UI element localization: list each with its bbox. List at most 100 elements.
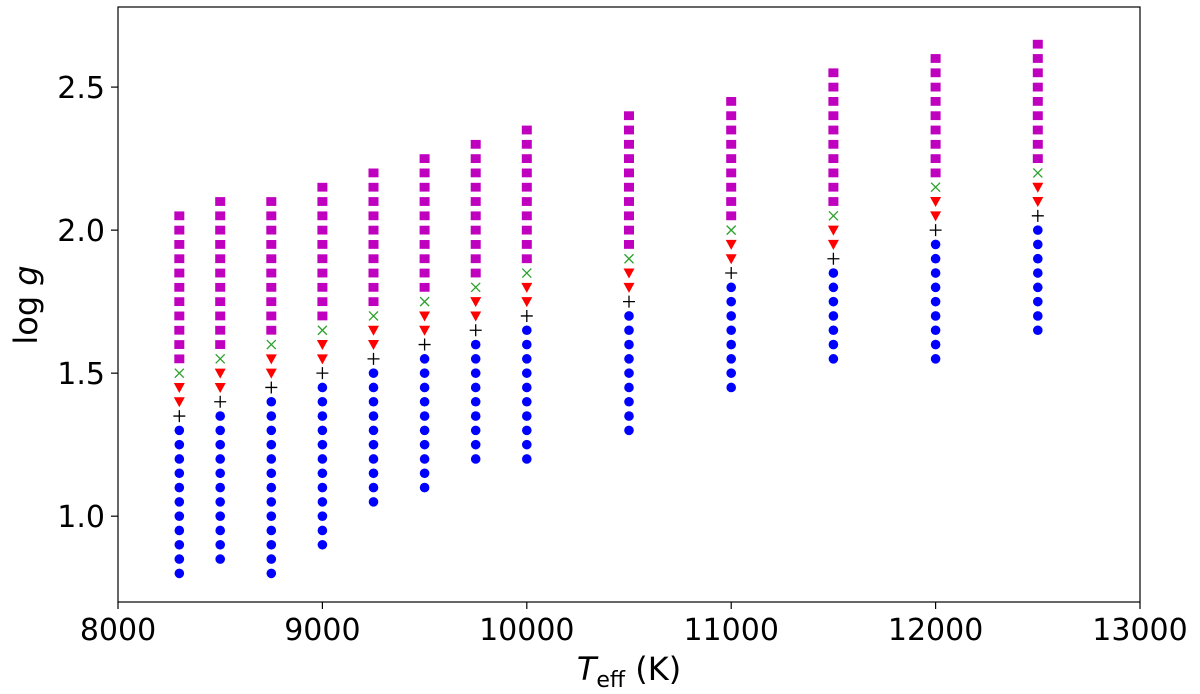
triangle-point: [623, 268, 635, 279]
circle-point: [419, 454, 430, 464]
circle-point: [317, 539, 328, 550]
circle-point: [470, 396, 481, 407]
square-point: [368, 197, 379, 206]
circle-point: [726, 382, 736, 393]
square-point: [266, 225, 277, 235]
square-point: [726, 182, 737, 192]
square-point: [1032, 139, 1043, 149]
square-point: [419, 154, 430, 164]
square-point: [470, 197, 481, 206]
y-tick-label: 2.5: [57, 71, 105, 106]
triangle-point: [173, 382, 185, 393]
circle-point: [930, 311, 941, 321]
cross-point: [828, 210, 839, 221]
square-point: [368, 182, 379, 192]
square-point: [521, 211, 532, 221]
circle-point: [1033, 239, 1043, 250]
square-point: [266, 282, 277, 292]
square-point: [317, 240, 328, 249]
circle-point: [368, 411, 379, 421]
plus-point: [173, 410, 186, 423]
circle-point: [1033, 282, 1043, 293]
square-point: [828, 154, 839, 164]
square-point: [470, 254, 481, 264]
circle-point: [726, 325, 736, 336]
square-point: [419, 182, 430, 192]
circle-point: [470, 439, 481, 450]
circle-point: [522, 411, 532, 421]
plus-point: [929, 224, 942, 237]
square-point: [174, 268, 185, 278]
circle-point: [174, 554, 185, 564]
circle-point: [419, 354, 430, 364]
square-point: [1032, 154, 1043, 164]
circle-point: [174, 454, 185, 464]
triangle-point: [521, 297, 533, 308]
circle-point: [174, 525, 185, 536]
square-point: [470, 154, 481, 164]
y-axis-label: log g: [7, 265, 45, 344]
x-axis-label-main: T: [577, 650, 599, 688]
circle-point: [368, 497, 379, 507]
x-axis-label-unit: (K): [625, 650, 681, 688]
square-point: [215, 240, 226, 249]
square-point: [726, 197, 737, 206]
square-point: [419, 268, 430, 278]
plus-point: [1031, 209, 1044, 222]
square-point: [624, 154, 634, 164]
circle-point: [828, 339, 839, 350]
square-point: [266, 254, 277, 264]
square-point: [1032, 111, 1043, 121]
cross-point: [368, 310, 379, 321]
circle-point: [522, 339, 532, 350]
circle-point: [726, 339, 736, 350]
circle-point: [317, 454, 328, 464]
triangle-point: [265, 354, 277, 365]
circle-point: [726, 296, 736, 307]
circle-point: [266, 554, 277, 564]
square-point: [368, 268, 379, 278]
circle-point: [1033, 225, 1043, 235]
square-point: [624, 168, 634, 178]
circle-point: [174, 497, 185, 507]
circle-point: [624, 396, 634, 407]
circle-point: [266, 482, 277, 493]
x-tick-label: 11000: [683, 613, 778, 648]
circle-point: [368, 468, 379, 479]
circle-point: [368, 382, 379, 393]
circle-point: [317, 482, 328, 493]
cross-point: [215, 353, 226, 364]
circle-point: [174, 482, 185, 493]
circle-point: [174, 468, 185, 479]
circle-point: [317, 411, 328, 421]
circle-point: [470, 425, 481, 436]
square-point: [419, 254, 430, 264]
square-point: [317, 282, 328, 292]
square-point: [726, 139, 737, 149]
square-point: [266, 240, 277, 249]
triangle-point: [173, 397, 185, 408]
circle-point: [419, 411, 430, 421]
circle-point: [266, 411, 277, 421]
circle-point: [215, 454, 225, 464]
triangle-point: [368, 325, 379, 336]
square-point: [470, 168, 481, 178]
square-point: [470, 211, 481, 221]
circle-point: [215, 439, 225, 450]
square-point: [174, 211, 185, 221]
x-tick-label: 8000: [80, 613, 156, 648]
triangle-point: [623, 282, 635, 293]
square-point: [828, 125, 839, 135]
circle-point: [266, 525, 277, 536]
square-point: [266, 325, 277, 335]
cross-point: [174, 368, 185, 379]
circle-point: [930, 253, 941, 264]
y-tick-label: 1.5: [57, 357, 105, 392]
x-axis-label: Teff (K): [577, 650, 681, 693]
square-point: [930, 82, 941, 92]
square-point: [317, 297, 328, 307]
square-point: [419, 168, 430, 178]
circle-point: [419, 425, 430, 436]
square-point: [368, 254, 379, 264]
circle-point: [368, 439, 379, 450]
